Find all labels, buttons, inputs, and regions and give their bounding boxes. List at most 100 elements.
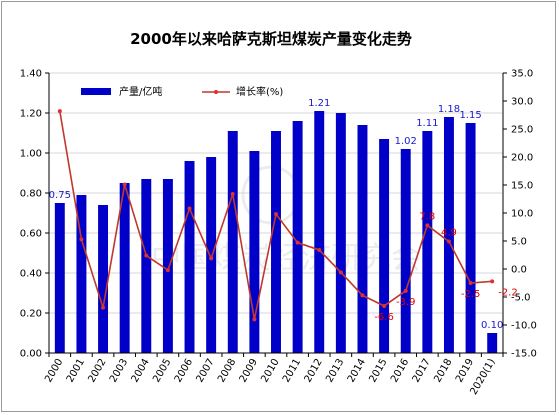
growth-point xyxy=(122,182,127,187)
x-tick-label: 2015 xyxy=(367,357,389,385)
bar xyxy=(119,183,130,353)
right-tick-label: 15.0 xyxy=(511,181,533,192)
bar-data-label: 1.18 xyxy=(438,104,460,115)
growth-point xyxy=(230,191,235,196)
bar xyxy=(271,131,281,353)
x-tick-label: 2011 xyxy=(281,357,303,385)
right-tick-label: 25.0 xyxy=(511,125,533,136)
x-tick-label: 2001 xyxy=(65,357,87,385)
x-tick-label: 2007 xyxy=(194,357,216,385)
right-tick-label: 35.0 xyxy=(511,69,533,80)
left-tick-label: 0.80 xyxy=(20,189,42,200)
x-tick-label: 2016 xyxy=(389,357,411,385)
line-data-label: 4.9 xyxy=(441,228,457,239)
bar xyxy=(141,179,152,353)
growth-point xyxy=(79,237,84,242)
x-tick-label: 2000 xyxy=(43,357,65,385)
x-tick-label: 2014 xyxy=(346,357,368,385)
growth-point xyxy=(101,305,106,310)
bar xyxy=(227,131,238,353)
bar-data-label: 1.02 xyxy=(395,136,417,147)
right-tick-label: 10.0 xyxy=(511,209,533,220)
bar-data-label: 1.11 xyxy=(416,118,438,129)
legend-line-marker xyxy=(214,90,218,94)
bar-data-label: 0.75 xyxy=(49,190,71,201)
bar xyxy=(292,121,303,353)
x-tick-label: 2002 xyxy=(86,357,108,385)
left-tick-label: 1.40 xyxy=(20,69,42,80)
legend-bar-label: 产量/亿吨 xyxy=(119,85,162,98)
bar xyxy=(400,149,411,353)
watermark-layer: 中国煤炭经济研究会 xyxy=(151,165,421,276)
left-tick-label: 0.60 xyxy=(20,229,42,240)
growth-point xyxy=(165,268,170,273)
x-tick-label: 2006 xyxy=(173,357,195,385)
legend: 产量/亿吨 增长率(%) xyxy=(81,85,283,98)
growth-point xyxy=(209,256,214,261)
line-data-label: -6.6 xyxy=(374,312,394,323)
x-tick-label: 2013 xyxy=(324,357,346,385)
line-layer xyxy=(57,109,495,322)
bar-data-label: 0.10 xyxy=(481,320,503,331)
left-tick-label: 0.00 xyxy=(20,349,42,360)
bars-layer xyxy=(54,111,498,353)
x-tick-label: 2008 xyxy=(216,357,238,385)
bar xyxy=(422,131,433,353)
growth-point xyxy=(144,253,149,258)
x-tick-label: 2010 xyxy=(259,357,281,385)
right-tick-label: 0.0 xyxy=(511,265,527,276)
bar xyxy=(184,161,195,353)
watermark-text: 中国煤炭经济研究会 xyxy=(151,241,421,276)
x-tick-label: 2005 xyxy=(151,357,173,385)
left-tick-label: 0.20 xyxy=(20,309,42,320)
bar xyxy=(379,139,390,353)
x-tick-label: 2009 xyxy=(238,357,260,385)
right-tick-label: 30.0 xyxy=(511,97,533,108)
right-tick-label: 5.0 xyxy=(511,237,527,248)
growth-point xyxy=(468,281,473,285)
bar xyxy=(249,151,260,353)
line-data-label: -2.5 xyxy=(461,289,481,300)
growth-point xyxy=(490,279,495,284)
x-tick-label: 2004 xyxy=(130,357,152,385)
right-tick-label: -15.0 xyxy=(511,349,537,360)
bar xyxy=(314,111,325,353)
right-tick-label: -10.0 xyxy=(511,321,537,332)
growth-point xyxy=(338,270,343,275)
right-tick-label: -5.0 xyxy=(511,293,531,304)
line-data-label: 7.8 xyxy=(419,211,435,222)
bar xyxy=(206,157,217,353)
bar xyxy=(76,195,87,353)
growth-point xyxy=(425,223,430,228)
growth-point xyxy=(403,288,408,293)
bar xyxy=(465,123,476,353)
growth-point xyxy=(274,212,278,217)
line-data-label: -2.2 xyxy=(498,287,518,298)
x-tick-label: 2003 xyxy=(108,357,130,385)
growth-point xyxy=(252,317,257,322)
growth-point xyxy=(382,303,387,308)
growth-point xyxy=(295,240,300,245)
x-tick-label: 2018 xyxy=(432,357,454,385)
bar xyxy=(443,117,454,353)
line-data-label: -3.9 xyxy=(396,297,416,308)
bar xyxy=(357,125,368,353)
x-tick-label: 2017 xyxy=(411,357,433,385)
left-tick-label: 1.00 xyxy=(20,149,42,160)
x-tick-label: 2019 xyxy=(454,357,476,385)
labels-layer: 0.75 1.21 1.02 1.111.181.15 0.10 -6.6-3.9 7.8 4… xyxy=(49,98,518,331)
legend-line-label: 增长率(%) xyxy=(236,85,283,98)
growth-point xyxy=(360,293,365,298)
bar-data-label: 1.15 xyxy=(459,110,481,121)
bar xyxy=(54,203,65,353)
growth-point xyxy=(57,109,62,114)
chart-title: 2000年以来哈萨克斯坦煤炭产量变化走势 xyxy=(130,30,412,48)
growth-point xyxy=(187,206,192,211)
growth-point xyxy=(446,239,451,244)
bar xyxy=(487,333,498,353)
left-tick-label: 0.40 xyxy=(20,269,42,280)
legend-bar-swatch xyxy=(81,88,111,95)
bar-data-label: 1.21 xyxy=(308,98,330,109)
growth-point xyxy=(317,247,322,252)
bar xyxy=(98,205,109,353)
